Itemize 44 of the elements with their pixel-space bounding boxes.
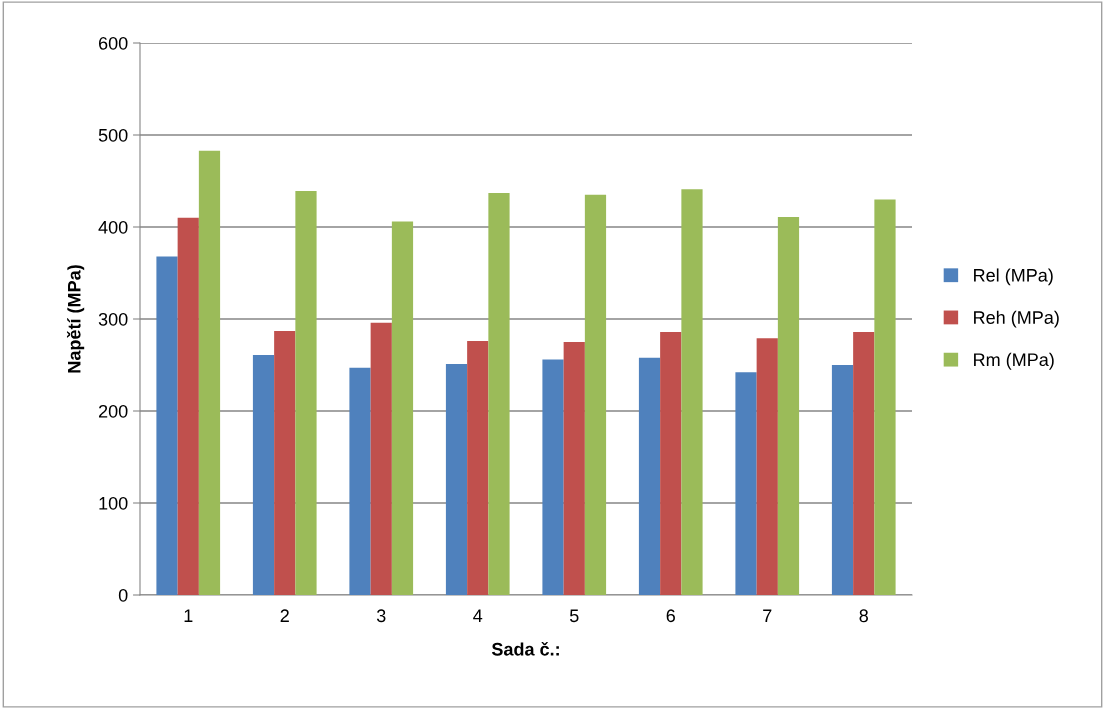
- x-tick-label: 8: [859, 609, 868, 623]
- y-tick-label: 100: [99, 496, 128, 510]
- bar: [467, 341, 489, 595]
- bar: [370, 322, 392, 595]
- bar: [252, 354, 275, 595]
- bar: [874, 199, 896, 595]
- y-tick-label: 300: [98, 312, 128, 326]
- x-tick-label: 4: [473, 609, 483, 622]
- x-tick-label: 7: [763, 609, 772, 622]
- bar: [295, 191, 317, 595]
- bar: [156, 256, 178, 595]
- bar: [777, 216, 800, 595]
- bar: [445, 364, 468, 595]
- x-axis-title: Sada č.:: [491, 641, 559, 656]
- y-axis-title: Napětí (MPa): [66, 265, 85, 373]
- bar: [542, 359, 564, 595]
- x-tick-label: 1: [184, 609, 193, 622]
- legend-label: Rel (MPa): [974, 268, 1053, 286]
- y-tick-label: 500: [98, 128, 128, 142]
- x-tick-label: 3: [376, 609, 386, 623]
- bar: [563, 342, 585, 595]
- bar: [584, 194, 607, 595]
- bar: [660, 331, 682, 595]
- x-tick-label: 5: [569, 609, 579, 623]
- bar: [853, 331, 875, 595]
- bar: [756, 338, 778, 595]
- x-tick-label: 6: [666, 609, 675, 623]
- x-tick-label: 2: [280, 609, 289, 622]
- bar: [735, 372, 757, 595]
- y-tick-label: 600: [98, 36, 128, 50]
- bar: [198, 150, 221, 595]
- y-tick-label: 400: [98, 220, 128, 234]
- bar: [638, 357, 661, 595]
- bar: [349, 367, 371, 595]
- y-tick-label: 0: [118, 588, 128, 602]
- legend-label: Reh (MPa): [974, 310, 1059, 328]
- legend-label: Rm (MPa): [974, 352, 1054, 370]
- bar: [391, 221, 414, 595]
- bar: [177, 217, 199, 595]
- bar: [274, 330, 296, 595]
- y-tick-label: 200: [98, 404, 128, 418]
- bar: [488, 192, 510, 595]
- bar: [681, 189, 703, 595]
- bar: [831, 365, 854, 595]
